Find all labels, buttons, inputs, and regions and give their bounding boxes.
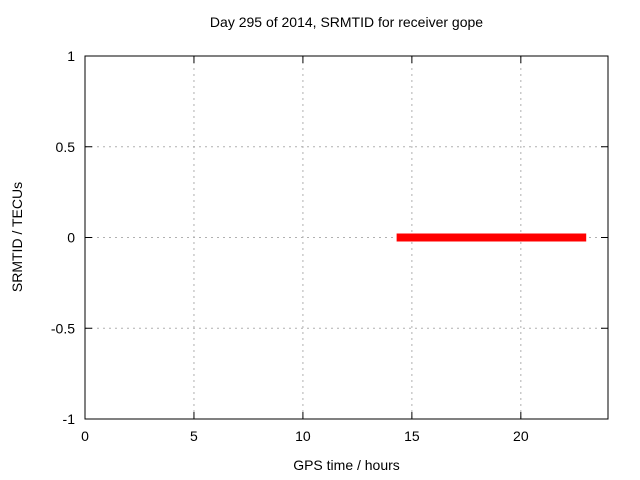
x-tick-label: 10: [295, 428, 311, 444]
y-tick-label: 0.5: [56, 139, 76, 155]
chart-title: Day 295 of 2014, SRMTID for receiver gop…: [209, 14, 484, 30]
y-tick-label: -0.5: [51, 320, 75, 336]
x-tick-label: 0: [81, 428, 89, 444]
x-tick-label: 15: [404, 428, 420, 444]
y-tick-label: 0: [67, 230, 75, 246]
y-tick-label: 1: [67, 48, 75, 64]
x-axis-label: GPS time / hours: [293, 457, 400, 473]
y-tick-label: -1: [63, 411, 76, 427]
x-tick-label: 20: [513, 428, 529, 444]
x-tick-label: 5: [190, 428, 198, 444]
